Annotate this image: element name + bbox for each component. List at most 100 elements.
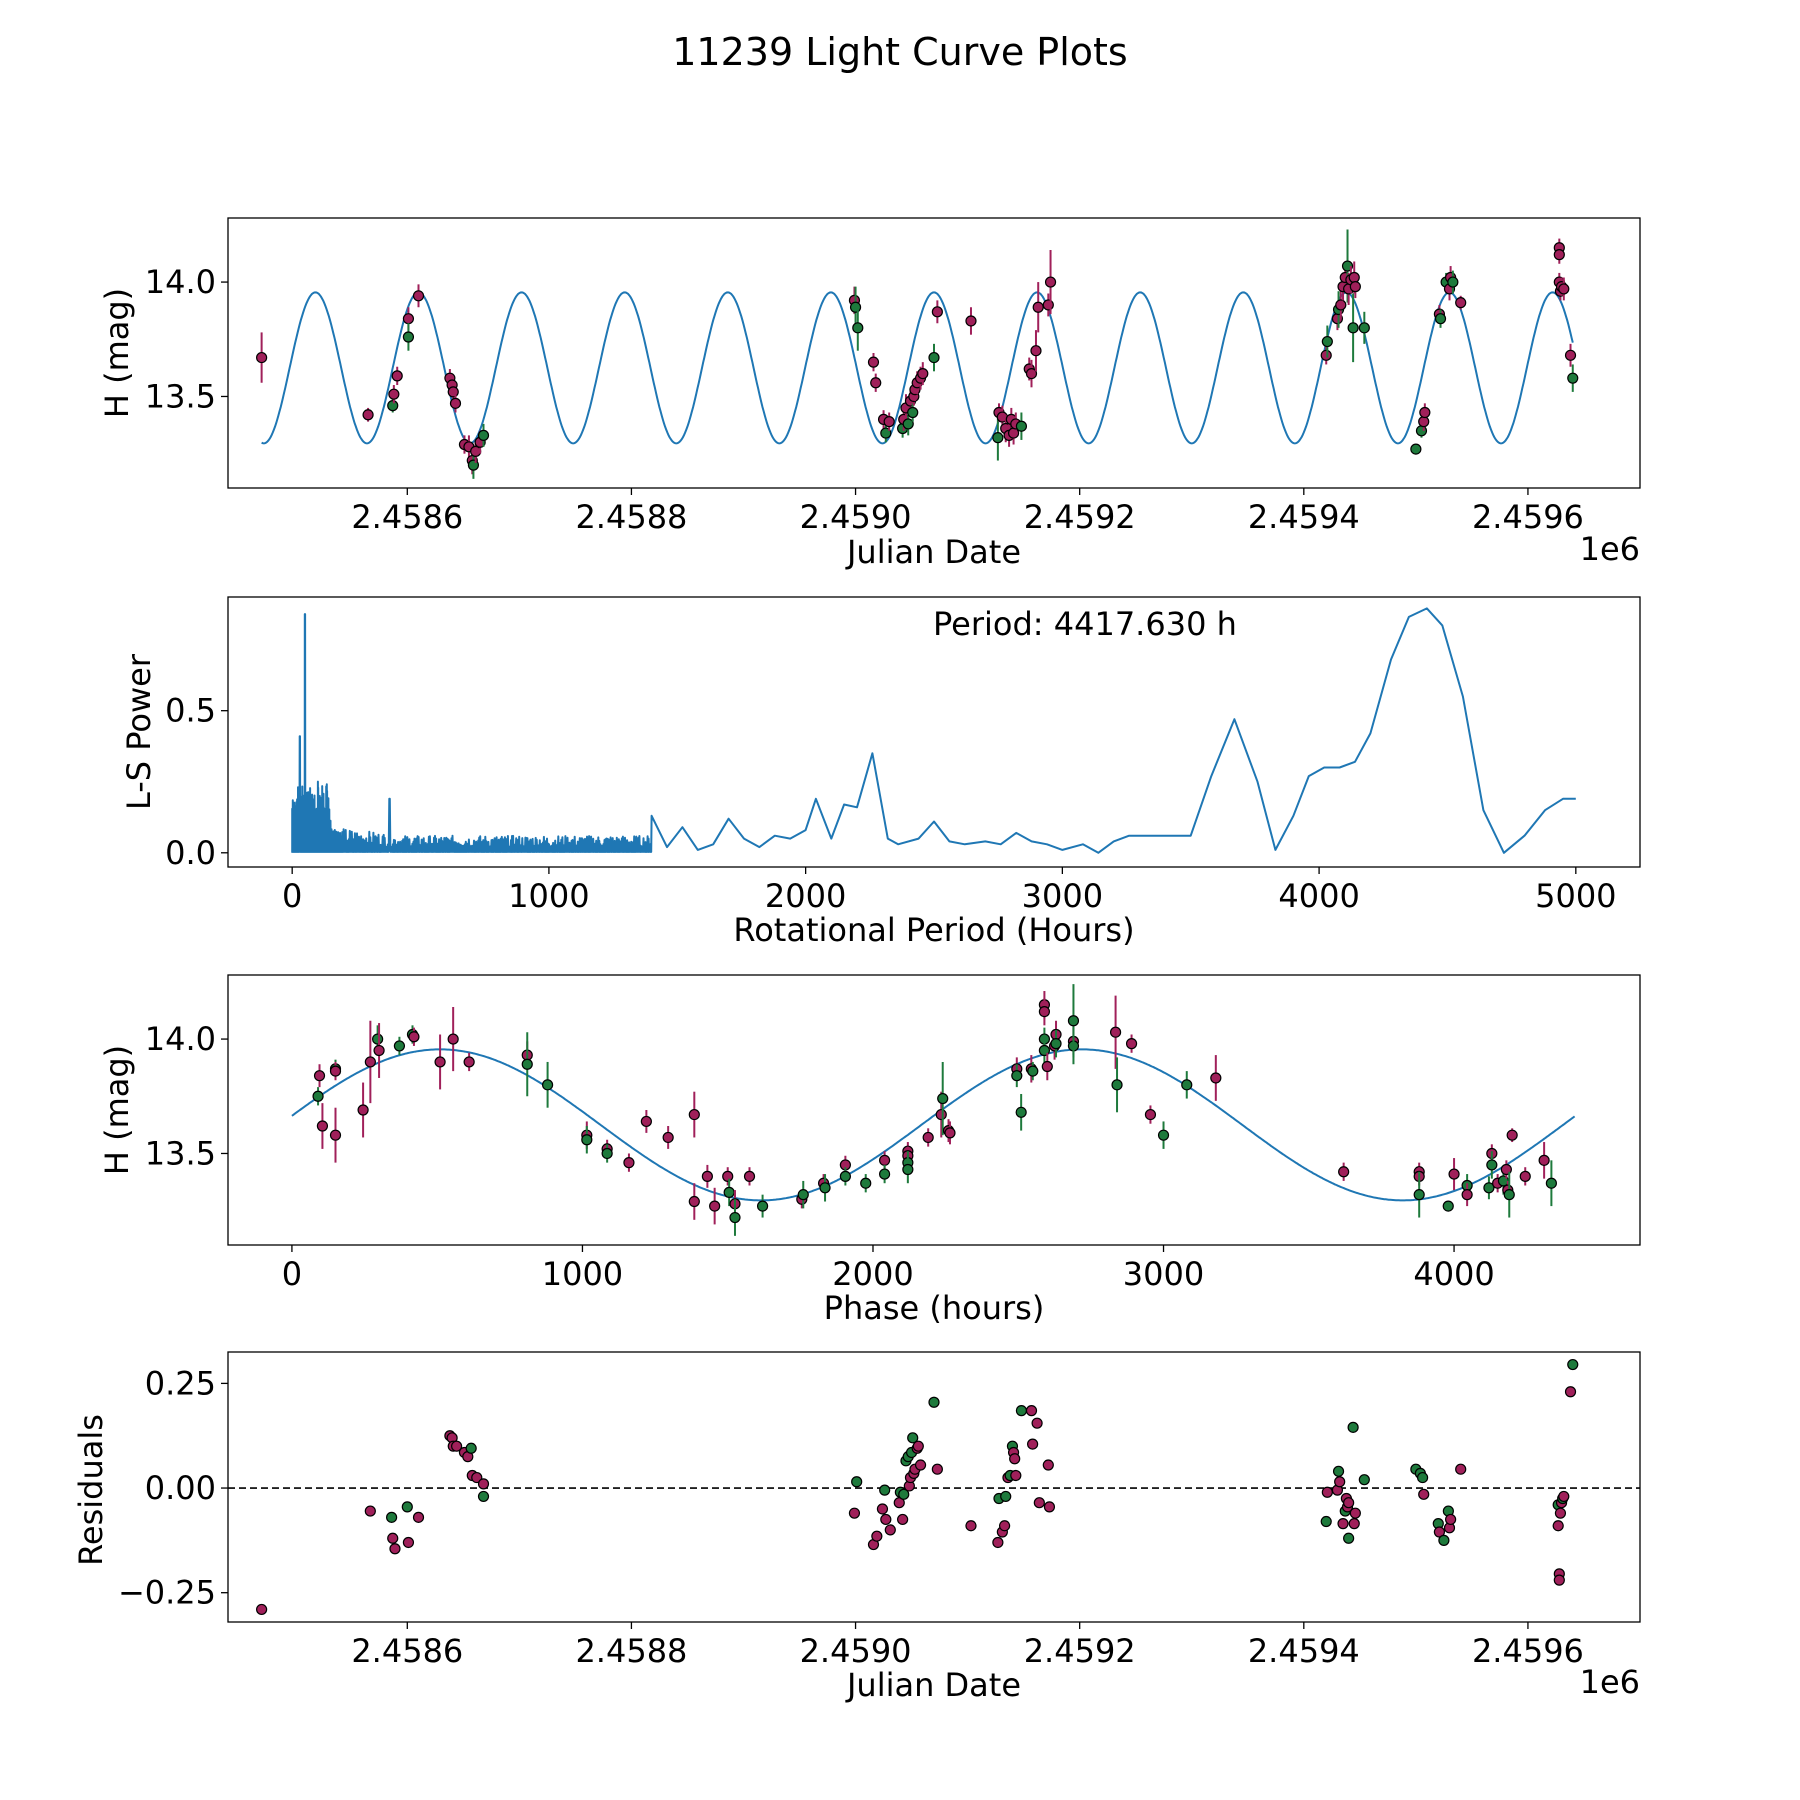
data-point [477, 429, 490, 441]
data-point [477, 1478, 490, 1490]
data-point [401, 1501, 413, 1513]
data-point [931, 1463, 943, 1475]
data-point [1445, 1513, 1457, 1526]
data-point [412, 290, 425, 302]
data-point [922, 1131, 934, 1144]
data-point [998, 1520, 1011, 1532]
data-point [402, 1536, 415, 1549]
data-point [1567, 372, 1579, 384]
data-point [819, 1182, 831, 1194]
data-point [386, 1511, 398, 1523]
data-point [329, 1129, 342, 1141]
data-point [388, 388, 400, 400]
data-point [1554, 1507, 1567, 1519]
data-point [907, 1432, 919, 1444]
x-tick-label: 2.4586 [351, 498, 463, 536]
data-point [316, 1120, 329, 1132]
data-point [898, 1488, 910, 1500]
x-tick-label: 2.4596 [1472, 498, 1584, 536]
data-point [851, 1476, 863, 1488]
data-point [912, 1440, 924, 1452]
data-point [329, 1065, 342, 1077]
residuals-xlabel: Julian Date [845, 1666, 1021, 1704]
x-tick-label: 1000 [542, 1255, 623, 1293]
data-point [1558, 283, 1570, 295]
data-point [393, 1040, 406, 1052]
data-point [471, 1471, 483, 1484]
x-tick-label: 2.4592 [1024, 1632, 1136, 1670]
data-point [1538, 1154, 1550, 1166]
data-point [408, 1031, 420, 1043]
data-point [935, 1108, 947, 1121]
data-point [880, 1513, 892, 1526]
data-point [944, 1127, 956, 1139]
data-point [1564, 1386, 1577, 1398]
data-point [391, 370, 403, 382]
data-point [1348, 1518, 1360, 1530]
data-point [449, 397, 462, 409]
residuals-panel: 2.4586 2.4588 2.4590 2.4592 2.4594 2.4596 −0.2… [72, 1351, 1641, 1704]
x-tick-label: 0 [282, 1255, 302, 1293]
data-point [1031, 1417, 1043, 1429]
residuals-axes-frame [227, 1351, 1641, 1623]
data-point [467, 459, 480, 471]
data-point [434, 1056, 446, 1068]
y-tick-label: −0.25 [118, 1574, 216, 1612]
data-point [870, 377, 882, 389]
data-point [387, 400, 399, 412]
data-point [1181, 1079, 1193, 1091]
data-point [357, 1104, 369, 1116]
data-point [1033, 1497, 1045, 1509]
phase-fold-xlabel: Phase (hours) [824, 1289, 1045, 1327]
data-point [931, 306, 943, 318]
data-point [876, 1503, 889, 1515]
data-point [756, 1200, 769, 1212]
data-point [1320, 349, 1332, 361]
data-point [907, 406, 919, 419]
x-tick-label: 3000 [1022, 877, 1103, 915]
x-tick-label: 3000 [1123, 1255, 1204, 1293]
data-point [662, 1131, 674, 1144]
periodogram-ylabel: L-S Power [120, 653, 158, 810]
data-point [1010, 1469, 1022, 1482]
data-point [1015, 1106, 1027, 1118]
data-point [860, 1177, 872, 1189]
data-point [1419, 406, 1431, 419]
y-tick-label: 13.5 [145, 1134, 216, 1172]
data-point [447, 386, 459, 398]
data-point [937, 1092, 949, 1105]
periodogram-panel: 0 1000 2000 3000 4000 5000 0.0 0.5 Period: 4417… [120, 596, 1641, 949]
data-point [1410, 443, 1422, 455]
y-tick-label: 0.0 [165, 834, 216, 872]
periodogram-line [291, 607, 1576, 854]
data-point [839, 1170, 851, 1182]
data-point [849, 301, 862, 313]
data-point [387, 1532, 399, 1544]
data-point [465, 1442, 477, 1454]
data-point [623, 1157, 635, 1169]
data-point [1210, 1072, 1222, 1084]
data-point [722, 1170, 734, 1182]
data-point [1455, 1463, 1467, 1475]
data-point [364, 1505, 376, 1517]
data-point [1027, 1438, 1039, 1450]
data-point [897, 1513, 909, 1526]
data-point [709, 1200, 721, 1212]
data-point [965, 315, 977, 327]
data-point [1320, 1515, 1332, 1528]
data-point [1415, 425, 1428, 437]
light-curve-axes-frame [227, 217, 1641, 489]
x-tick-label: 2.4594 [1248, 498, 1360, 536]
data-point [1545, 1177, 1557, 1189]
data-point [312, 1090, 324, 1102]
data-point [729, 1211, 741, 1224]
data-point [1043, 1501, 1056, 1513]
light-curve-panel: 2.4586 2.4588 2.4590 2.4592 2.4594 2.4596 13.5… [98, 217, 1641, 571]
data-point [965, 1520, 977, 1532]
data-point [1358, 322, 1370, 334]
data-point [1015, 1405, 1028, 1417]
data-point [1025, 1405, 1038, 1417]
data-point [601, 1147, 613, 1160]
data-point [362, 409, 374, 421]
y-tick-label: 14.0 [145, 263, 216, 301]
